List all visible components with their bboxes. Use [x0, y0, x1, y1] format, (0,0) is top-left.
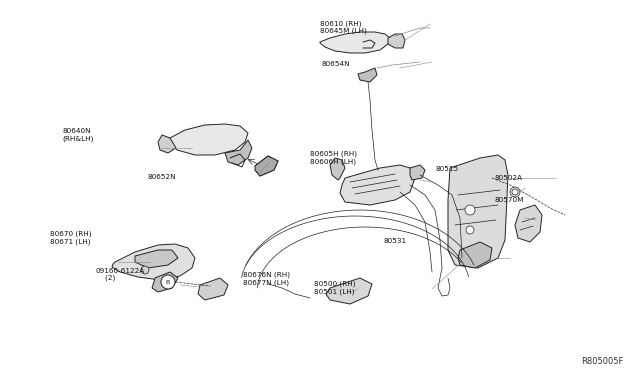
Text: 80502A: 80502A [494, 175, 522, 181]
Polygon shape [458, 242, 492, 268]
Circle shape [465, 205, 475, 215]
Polygon shape [515, 205, 542, 242]
Circle shape [512, 189, 518, 195]
Text: B: B [166, 279, 170, 285]
Polygon shape [135, 250, 178, 268]
Polygon shape [326, 278, 372, 304]
Polygon shape [358, 68, 377, 82]
Polygon shape [330, 158, 345, 180]
Text: 80515: 80515 [435, 166, 458, 171]
Text: 80500 (RH)
80501 (LH): 80500 (RH) 80501 (LH) [314, 281, 355, 295]
Polygon shape [112, 244, 195, 280]
Text: 80570M: 80570M [494, 197, 524, 203]
Polygon shape [255, 156, 278, 176]
Polygon shape [340, 165, 415, 205]
Text: 80652N: 80652N [147, 174, 176, 180]
Polygon shape [320, 32, 390, 53]
Polygon shape [158, 135, 176, 153]
Text: 09166-6122A
    (2): 09166-6122A (2) [96, 268, 145, 281]
Text: 80640N
(RH&LH): 80640N (RH&LH) [63, 128, 94, 142]
Text: 80670 (RH)
80671 (LH): 80670 (RH) 80671 (LH) [50, 231, 92, 245]
Text: 80531: 80531 [384, 238, 407, 244]
Circle shape [510, 187, 520, 197]
Text: 80676N (RH)
80677N (LH): 80676N (RH) 80677N (LH) [243, 272, 290, 286]
Text: 80605H (RH)
80606H (LH): 80605H (RH) 80606H (LH) [310, 151, 357, 165]
Circle shape [141, 266, 149, 274]
Polygon shape [225, 140, 252, 165]
Circle shape [466, 226, 474, 234]
Text: R805005F: R805005F [582, 357, 624, 366]
Circle shape [161, 275, 175, 289]
Polygon shape [388, 34, 405, 48]
Polygon shape [410, 165, 425, 180]
Text: 80610 (RH)
80645M (LH): 80610 (RH) 80645M (LH) [320, 20, 367, 35]
Text: 80654N: 80654N [321, 61, 350, 67]
Polygon shape [170, 124, 248, 155]
Polygon shape [198, 278, 228, 300]
Polygon shape [448, 155, 508, 268]
Polygon shape [152, 272, 178, 292]
